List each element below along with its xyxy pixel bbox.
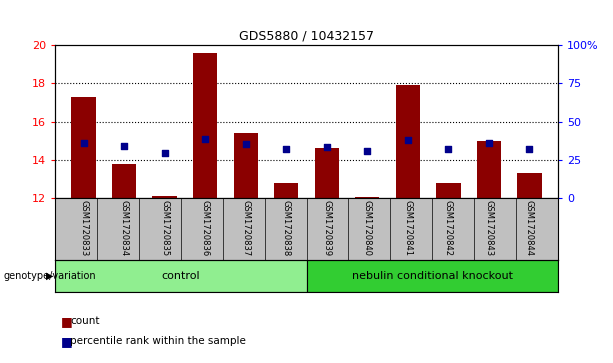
Bar <box>71 97 96 198</box>
Text: percentile rank within the sample: percentile rank within the sample <box>70 336 246 346</box>
Title: GDS5880 / 10432157: GDS5880 / 10432157 <box>239 30 374 43</box>
Text: GSM1720840: GSM1720840 <box>363 200 372 256</box>
Point <box>362 148 372 154</box>
Point <box>484 140 494 146</box>
Text: GSM1720841: GSM1720841 <box>403 200 413 256</box>
Text: genotype/variation: genotype/variation <box>3 271 96 281</box>
Point <box>403 137 413 143</box>
Bar <box>306 260 558 292</box>
Bar <box>477 141 501 198</box>
Bar <box>355 197 379 198</box>
Bar <box>193 53 218 198</box>
Bar <box>395 85 420 198</box>
Text: GSM1720837: GSM1720837 <box>241 200 250 256</box>
Point <box>525 146 535 152</box>
Text: GSM1720842: GSM1720842 <box>444 200 453 256</box>
Bar <box>153 196 177 198</box>
Bar <box>55 260 306 292</box>
Point <box>322 144 332 150</box>
Text: GSM1720835: GSM1720835 <box>160 200 169 256</box>
Text: GSM1720836: GSM1720836 <box>200 200 210 256</box>
Point <box>200 136 210 142</box>
Point <box>241 140 251 146</box>
Text: GSM1720839: GSM1720839 <box>322 200 331 256</box>
Point <box>119 143 129 149</box>
Text: count: count <box>70 316 100 326</box>
Text: ■: ■ <box>61 315 73 328</box>
Bar <box>436 183 460 198</box>
Bar <box>274 183 299 198</box>
Bar <box>234 133 258 198</box>
Text: nebulin conditional knockout: nebulin conditional knockout <box>352 271 512 281</box>
Point <box>78 140 88 146</box>
Bar <box>517 173 542 198</box>
Point <box>160 150 170 156</box>
Text: GSM1720838: GSM1720838 <box>282 200 291 256</box>
Point <box>281 146 291 152</box>
Bar <box>112 163 136 198</box>
Text: GSM1720834: GSM1720834 <box>120 200 129 256</box>
Point <box>443 146 453 152</box>
Text: control: control <box>161 271 200 281</box>
Text: GSM1720844: GSM1720844 <box>525 200 534 256</box>
Text: GSM1720833: GSM1720833 <box>79 200 88 256</box>
Text: ■: ■ <box>61 335 73 348</box>
Bar <box>314 148 339 198</box>
Text: ▶: ▶ <box>46 271 53 281</box>
Text: GSM1720843: GSM1720843 <box>484 200 493 256</box>
